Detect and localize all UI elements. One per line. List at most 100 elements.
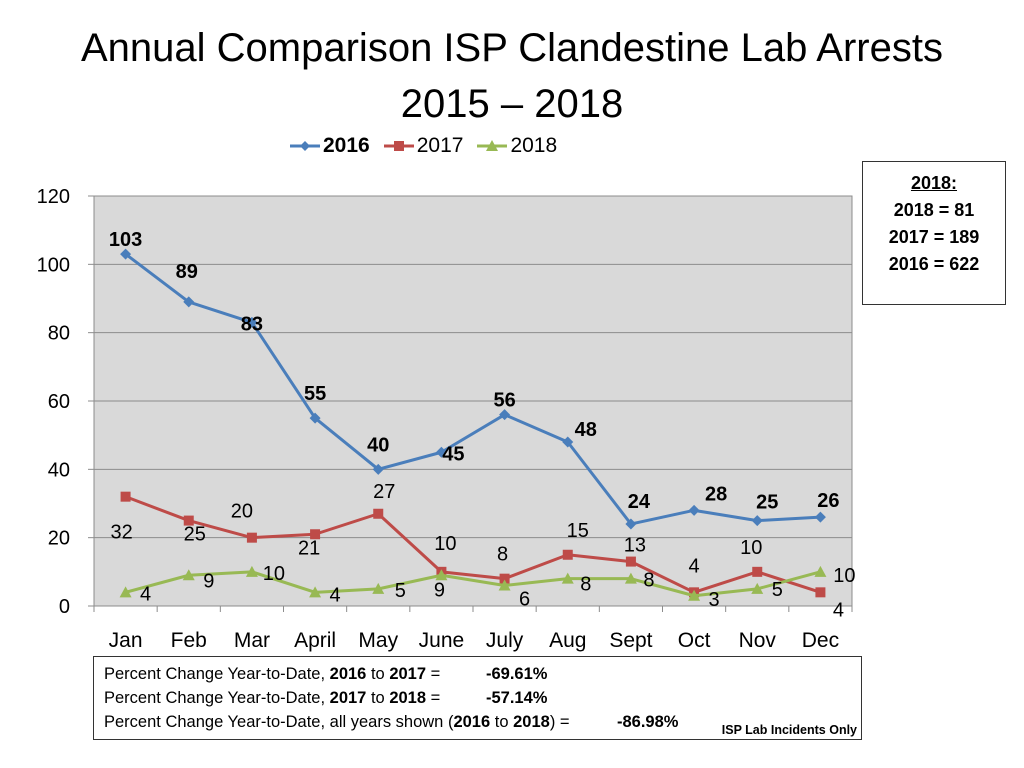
data-label-2018-Mar: 10 [263, 563, 285, 585]
point-2018-June [435, 569, 448, 581]
point-2016-Jan [120, 248, 132, 260]
point-2017-Feb [183, 515, 194, 526]
chart-title-line2: 2015 – 2018 [400, 82, 624, 126]
point-2016-June [435, 446, 447, 458]
x-tick-label: Sept [609, 629, 652, 652]
percent-change-row-2: Percent Change Year-to-Date, 2017 to 201… [104, 686, 851, 710]
point-2018-July [498, 579, 511, 591]
data-label-2017-Nov: 10 [740, 537, 762, 559]
legend-item-2016: 2016 [290, 134, 370, 158]
note-text: to [490, 713, 514, 731]
point-2017-Sept [625, 556, 636, 567]
note-year: 2018 [513, 713, 550, 731]
legend-item-2017: 2017 [383, 134, 464, 158]
data-label-2016-May: 40 [367, 434, 389, 456]
data-label-2018-April: 4 [330, 584, 341, 606]
data-label-2018-Sept: 8 [643, 570, 654, 592]
data-label-2018-Aug: 8 [580, 574, 591, 596]
note-text: = [426, 665, 441, 683]
point-2018-Sept [624, 572, 637, 584]
y-tick-label: 100 [37, 254, 70, 276]
point-2018-April [309, 586, 322, 598]
data-label-2017-Aug: 15 [567, 520, 589, 542]
data-label-2017-June: 10 [434, 533, 456, 555]
point-2016-April [309, 412, 321, 424]
data-label-2018-Feb: 9 [203, 570, 214, 592]
point-2018-Dec [814, 565, 827, 577]
x-tick-label: Jan [109, 629, 143, 652]
note-text: to [366, 689, 390, 707]
note-text: Percent Change Year-to-Date, [104, 689, 330, 707]
x-tick-label: May [358, 629, 398, 652]
data-label-2018-June: 9 [434, 579, 445, 601]
legend-label-2017: 2017 [416, 134, 464, 157]
x-tick-label: June [419, 629, 465, 652]
point-2018-Mar [245, 565, 258, 577]
data-label-2016-Mar: 83 [241, 313, 263, 335]
point-2018-Feb [182, 569, 195, 581]
point-2017-May [373, 508, 384, 519]
point-2017-April [310, 529, 321, 540]
series-line-2016 [124, 252, 821, 526]
ytd-totals-box: 2018: 2018 = 81 2017 = 189 2016 = 622 [862, 161, 1006, 305]
point-2018-Nov [751, 582, 764, 594]
y-tick-label: 80 [48, 323, 70, 345]
data-label-2016-Sept: 24 [628, 491, 651, 513]
incidents-only-tag: ISP Lab Incidents Only [721, 723, 857, 737]
x-tick-label: July [486, 629, 524, 652]
legend-marker-2017 [383, 141, 414, 151]
data-label-2016-Jan: 103 [109, 229, 142, 251]
percent-change-value-2: -57.14% [486, 689, 548, 707]
data-label-2018-Oct: 3 [709, 589, 720, 611]
data-label-2018-Nov: 5 [772, 579, 783, 601]
data-label-2017-July: 8 [497, 544, 508, 566]
point-2016-Mar [246, 316, 258, 328]
percent-change-row-1: Percent Change Year-to-Date, 2016 to 201… [104, 662, 851, 686]
legend-marker-2016 [290, 141, 320, 151]
x-tick-label: Aug [549, 629, 586, 652]
series-line-2017 [125, 495, 821, 594]
data-label-2017-Jan: 32 [110, 522, 132, 544]
y-tick-label: 60 [48, 391, 70, 413]
data-label-2018-July: 6 [519, 589, 530, 611]
note-year: 2016 [329, 665, 367, 683]
point-2018-May [372, 582, 385, 594]
point-2017-Jan [120, 491, 131, 502]
point-2016-July [499, 409, 511, 421]
point-2016-Feb [183, 296, 195, 308]
series-line-2018 [125, 570, 821, 598]
legend-label-2018: 2018 [510, 134, 558, 157]
point-2016-Oct [688, 504, 700, 516]
data-label-2016-Feb: 89 [176, 261, 198, 283]
data-label-2017-May: 27 [373, 481, 395, 503]
note-year: 2017 [389, 665, 427, 683]
note-text: Percent Change Year-to-Date, all years s… [104, 713, 454, 731]
data-label-2017-Sept: 13 [624, 535, 646, 557]
note-text: = [426, 689, 441, 707]
data-label-2018-May: 5 [395, 580, 406, 602]
percent-change-box: Percent Change Year-to-Date, 2016 to 201… [93, 656, 862, 740]
chart-title-line1: Annual Comparison ISP Clandestine Lab Ar… [81, 26, 943, 70]
point-2018-Oct [688, 589, 701, 601]
data-label-2018-Jan: 4 [140, 583, 151, 605]
note-text: to [366, 665, 390, 683]
point-2017-Nov [752, 566, 763, 577]
percent-change-row-3: Percent Change Year-to-Date, all years s… [104, 710, 851, 734]
point-2017-Mar [246, 532, 257, 543]
x-tick-label: April [294, 629, 336, 652]
ytd-heading: 2018: [910, 173, 958, 193]
legend-marker-2018 [477, 140, 508, 151]
y-tick-label: 0 [59, 596, 70, 618]
data-label-2017-April: 21 [298, 537, 320, 559]
ytd-line-2018: 2018 = 81 [893, 200, 975, 220]
chart-legend: 2016 2017 2018 [290, 134, 571, 158]
x-tick-label: Feb [171, 629, 207, 652]
data-label-2018-Dec: 10 [833, 565, 855, 587]
ytd-line-2016: 2016 = 622 [888, 254, 980, 274]
legend-item-2018: 2018 [477, 134, 557, 158]
y-tick-label: 40 [48, 459, 70, 481]
data-label-2017-Oct: 4 [689, 555, 700, 577]
note-text: ) = [549, 713, 570, 731]
data-label-2016-Oct: 28 [705, 483, 727, 505]
